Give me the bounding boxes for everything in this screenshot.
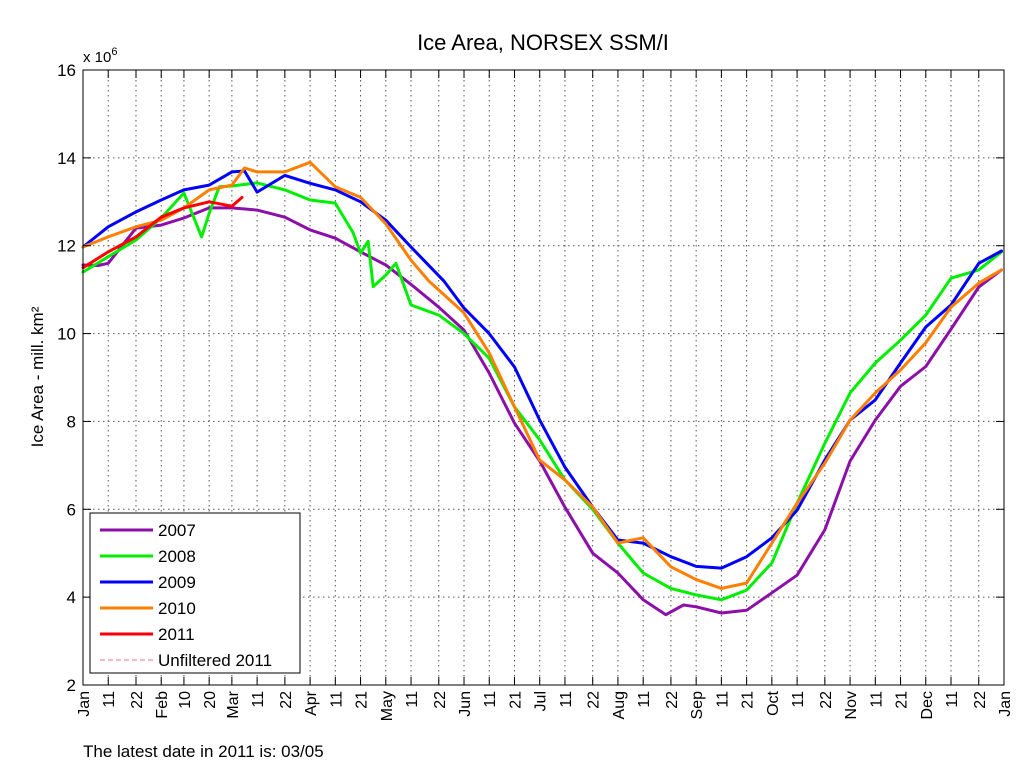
x-tick-label: 22 <box>664 691 681 709</box>
x-tick-label: Apr <box>303 690 320 716</box>
x-tick-label: Jul <box>533 691 550 711</box>
latest-date-note: The latest date in 2011 is: 03/05 <box>83 742 324 761</box>
x-tick-label: 11 <box>714 691 731 708</box>
x-tick-label: Mar <box>225 690 242 718</box>
y-axis-label: Ice Area - mill. km² <box>28 306 47 447</box>
series-line-2009 <box>81 169 1003 570</box>
x-tick-label: 11 <box>250 691 267 708</box>
x-tick-label: 11 <box>482 691 499 708</box>
legend-label: 2007 <box>158 521 196 540</box>
legend: 2007 2008 2009 2010 2011 Unfiltered 2011 <box>89 512 301 674</box>
x-tick-label: Nov <box>843 691 860 719</box>
grid <box>83 70 1004 685</box>
x-tick-label: Aug <box>611 691 628 719</box>
x-tick-label: Feb <box>154 691 171 719</box>
x-tick-label: 11 <box>944 691 961 708</box>
y-tick-label: 2 <box>67 676 76 695</box>
x-tick-label: 21 <box>507 691 524 709</box>
x-tick-label: 22 <box>586 691 603 709</box>
x-tick-label: Jan <box>997 691 1014 717</box>
x-tick-label: 11 <box>328 691 345 708</box>
legend-label: Unfiltered 2011 <box>158 651 272 670</box>
y-tick-label: 4 <box>67 588 76 607</box>
x-tick-label: Sep <box>689 691 706 720</box>
x-tick-label: 22 <box>432 691 449 709</box>
x-tick-label: 21 <box>740 691 757 709</box>
legend-label: 2009 <box>158 573 196 592</box>
x-tick-label: 11 <box>558 691 575 708</box>
x-tick-label: 11 <box>404 691 421 708</box>
y-tick-label: 8 <box>67 412 76 431</box>
x-tick-label: 11 <box>868 691 885 708</box>
x-tick-label: 21 <box>894 691 911 709</box>
x-tick-label: May <box>379 691 396 721</box>
x-tick-label: 10 <box>177 691 194 709</box>
legend-box <box>89 512 301 674</box>
x-tick-label: 21 <box>354 691 371 709</box>
y-tick-label: 6 <box>67 500 76 519</box>
series-lines <box>81 160 1003 617</box>
x-tick-label: Jan <box>76 691 93 717</box>
x-tick-label: 22 <box>278 691 295 709</box>
y-multiplier: x 106 <box>83 46 117 66</box>
legend-label: 2011 <box>158 625 195 644</box>
y-tick-label: 10 <box>57 325 76 344</box>
x-tick-label: 11 <box>636 691 653 708</box>
chart-title: Ice Area, NORSEX SSM/I <box>417 30 669 55</box>
series-line-2010 <box>81 160 1003 590</box>
plot-frame <box>82 69 1005 686</box>
x-tick-label: 11 <box>790 691 807 708</box>
x-tick-label: 22 <box>972 691 989 709</box>
y-tick-label: 16 <box>57 61 76 80</box>
y-tick-label: 12 <box>57 237 76 256</box>
x-tick-label: 11 <box>101 691 118 708</box>
x-axis: Jan 11 22 Feb 10 20 Mar 11 22 Apr 11 21 May 11 22 Jun 11… <box>76 70 1014 721</box>
y-axis: 2 4 6 8 10 12 14 16 <box>57 61 1004 695</box>
legend-label: 2008 <box>158 547 196 566</box>
series-line-2011 <box>81 195 244 270</box>
y-tick-label: 14 <box>57 149 76 168</box>
x-tick-label: 22 <box>818 691 835 709</box>
x-tick-label: 20 <box>202 691 219 709</box>
x-tick-label: 22 <box>129 691 146 709</box>
x-tick-label: Dec <box>919 691 936 719</box>
x-tick-label: Oct <box>765 690 782 715</box>
x-tick-label: Jun <box>457 691 474 717</box>
legend-label: 2010 <box>158 599 196 618</box>
